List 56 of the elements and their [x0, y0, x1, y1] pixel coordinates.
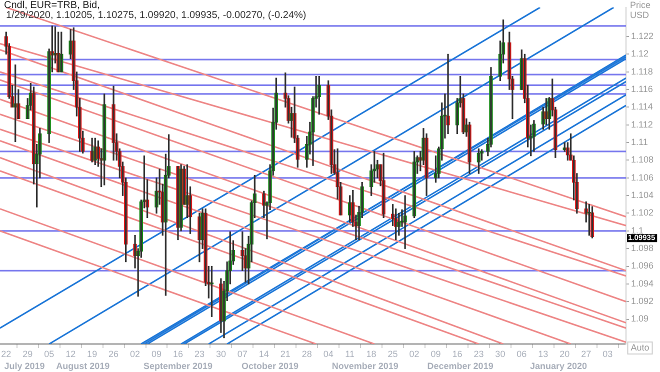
- y-tick-label: 1.098: [631, 243, 654, 254]
- x-tick-label: 30: [495, 348, 506, 359]
- y-tick-label: 1.092: [631, 296, 654, 306]
- y-tick-label: 1.116: [631, 84, 653, 94]
- x-tick-label: 20: [560, 348, 570, 359]
- x-tick-label: 09: [430, 348, 441, 359]
- y-tick-label: 1.104: [631, 190, 654, 200]
- x-tick-label: 05: [44, 348, 54, 359]
- x2-tick-label: July 2019: [4, 360, 45, 371]
- y-tick-label: 1.118: [631, 66, 653, 76]
- x-tick-label: 11: [345, 348, 354, 359]
- x-tick-label: 12: [66, 348, 76, 359]
- x-tick-label: 19: [87, 348, 98, 359]
- x2-tick-label: August 2019: [56, 360, 110, 371]
- x-tick-label: 16: [452, 348, 462, 359]
- x-tick-label: 28: [302, 348, 312, 359]
- x2-tick-label: October 2019: [242, 360, 299, 371]
- chart-title: Cndl, EUR=TRB, Bid,: [4, 0, 100, 11]
- x-tick-label: 02: [409, 348, 420, 359]
- y-tick-label: 1.122: [631, 31, 654, 42]
- x-tick-label: 09: [151, 348, 162, 359]
- y-axis-title: Price USD: [630, 0, 651, 20]
- x-tick-label: 23: [474, 348, 484, 359]
- y-tick-label: 1.108: [631, 154, 654, 165]
- text: Auto: [630, 342, 650, 352]
- y-tick-label: 1.114: [631, 102, 653, 112]
- y-tick-label: 1.11: [631, 137, 648, 148]
- x-tick-label: 22: [1, 348, 12, 359]
- y-tick-label: 1.094: [631, 278, 654, 288]
- x-tick-label: 04: [323, 348, 334, 359]
- x2-tick-label: January 2020: [530, 360, 588, 371]
- x-tick-label: 29: [22, 348, 33, 359]
- x-tick-label: 18: [366, 348, 376, 359]
- x-tick-label: 14: [258, 348, 269, 359]
- y-tick-label: 1.106: [631, 172, 654, 182]
- x-tick-label: 06: [516, 348, 527, 359]
- x2-tick-label: November 2019: [332, 360, 398, 371]
- x-tick-label: 13: [538, 348, 548, 359]
- x-tick-label: 07: [237, 348, 248, 359]
- x2-tick-label: September 2019: [143, 360, 213, 371]
- x-tick-label: 16: [172, 348, 183, 359]
- x-tick-label: 26: [108, 348, 119, 359]
- x-tick-label: 21: [280, 348, 290, 359]
- y-tick-label: 1.112: [631, 119, 653, 130]
- y-tick-label: 1.102: [631, 208, 654, 218]
- x-tick-label: 23: [194, 348, 204, 359]
- y-tick-label: 1.096: [631, 260, 654, 271]
- y-tick-label: 1.12: [631, 48, 649, 59]
- x-tick-label: 02: [130, 348, 140, 359]
- x-tick-label: 30: [216, 348, 226, 359]
- y-tick-label: 1.1: [631, 225, 644, 236]
- x-tick-label: 25: [388, 348, 398, 359]
- x-tick-label: 27: [581, 348, 592, 359]
- x-tick-label: 03: [602, 348, 613, 359]
- x2-tick-label: December 2019: [427, 360, 494, 371]
- y-tick-label: 1.09: [631, 314, 649, 324]
